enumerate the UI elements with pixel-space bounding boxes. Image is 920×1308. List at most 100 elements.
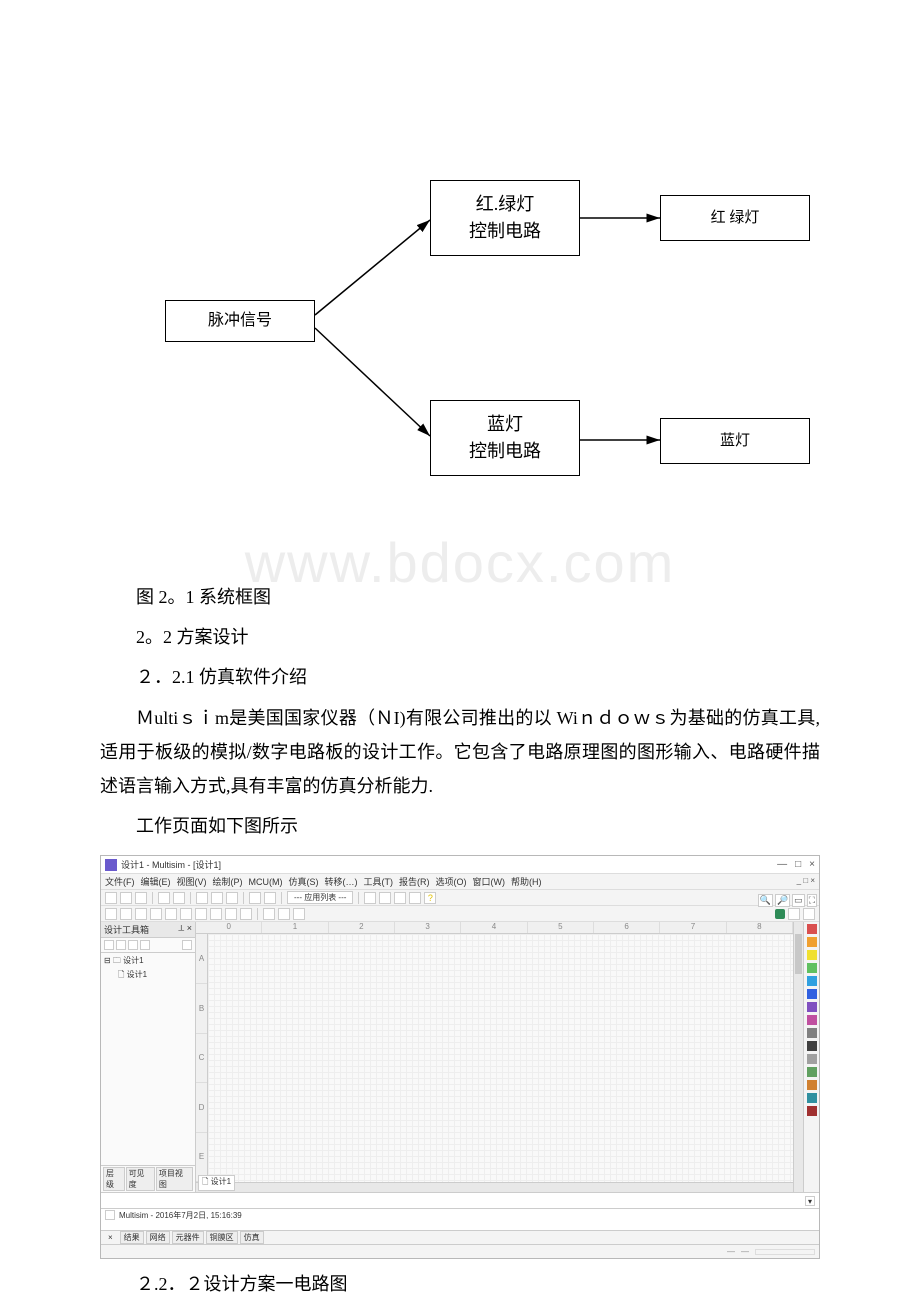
panel-tool-icon[interactable]	[140, 940, 150, 950]
sheet-tab[interactable]: 🗋 设计1	[198, 1175, 235, 1191]
menu-item[interactable]: 编辑(E)	[141, 877, 171, 887]
menu-item[interactable]: 绘制(P)	[213, 877, 243, 887]
menu-bar[interactable]: 文件(F) 编辑(E) 视图(V) 绘制(P) MCU(M) 仿真(S) 转移(…) 工具(T…	[101, 874, 819, 890]
print-icon[interactable]	[158, 892, 170, 904]
panel-tab[interactable]: 项目视图	[156, 1167, 193, 1191]
redo-icon[interactable]	[264, 892, 276, 904]
output-tab[interactable]: 元器件	[172, 1231, 204, 1244]
comp-icon[interactable]	[165, 908, 177, 920]
comp-icon[interactable]	[278, 908, 290, 920]
stop-icon[interactable]	[803, 908, 815, 920]
run-icon[interactable]	[775, 909, 785, 919]
instrument-icon[interactable]	[807, 937, 817, 947]
maximize-button[interactable]: □	[795, 859, 801, 870]
panel-tool-icon[interactable]	[104, 940, 114, 950]
undo-icon[interactable]	[249, 892, 261, 904]
comp-icon[interactable]	[120, 908, 132, 920]
panel-tabs[interactable]: 层级可见度项目视图	[101, 1165, 195, 1192]
zoom-out-icon[interactable]: 🔎	[775, 894, 790, 907]
toolbar-main[interactable]: --- 应用列表 --- ?	[101, 890, 819, 906]
panel-tool-icon[interactable]	[182, 940, 192, 950]
instrument-icon[interactable]	[807, 1106, 817, 1116]
zoom-full-icon[interactable]: ⛶	[807, 894, 817, 907]
comp-icon[interactable]	[135, 908, 147, 920]
new-icon[interactable]	[105, 892, 117, 904]
menu-item[interactable]: 选项(O)	[436, 877, 467, 887]
instrument-icon[interactable]	[807, 1093, 817, 1103]
output-tab[interactable]: 网络	[146, 1231, 170, 1244]
panel-pin-icon[interactable]: ⟂ ×	[178, 923, 192, 936]
instrument-icon[interactable]	[807, 963, 817, 973]
comp-icon[interactable]	[210, 908, 222, 920]
minimize-button[interactable]: —	[777, 859, 787, 870]
panel-tab[interactable]: 可见度	[126, 1167, 155, 1191]
zoom-fit-icon[interactable]: ▭	[792, 894, 805, 907]
comp-icon[interactable]	[180, 908, 192, 920]
multisim-screenshot: _ □ × 🔍 🔎 ▭ ⛶ 设计1 - Multisim - [设计1] — □…	[100, 855, 820, 1259]
instrument-icon[interactable]	[807, 1002, 817, 1012]
scroll-down-icon[interactable]: ▾	[805, 1196, 815, 1206]
output-tab[interactable]: 铜膜区	[206, 1231, 238, 1244]
vertical-scrollbar[interactable]	[793, 922, 803, 1192]
cut-icon[interactable]	[196, 892, 208, 904]
instrument-icon[interactable]	[807, 950, 817, 960]
menu-item[interactable]: 工具(T)	[364, 877, 394, 887]
panel-tool-icon[interactable]	[116, 940, 126, 950]
toolbar-combo[interactable]: --- 应用列表 ---	[287, 891, 353, 904]
instrument-icon[interactable]	[807, 989, 817, 999]
mdi-window-buttons[interactable]: _ □ ×	[797, 876, 815, 885]
tool-icon[interactable]	[379, 892, 391, 904]
panel-tab[interactable]: 层级	[103, 1167, 125, 1191]
menu-item[interactable]: 文件(F)	[105, 877, 135, 887]
output-tabs[interactable]: × 结果网络元器件铜膜区仿真	[101, 1230, 819, 1244]
comp-icon[interactable]	[225, 908, 237, 920]
tool-icon[interactable]	[394, 892, 406, 904]
menu-item[interactable]: 窗口(W)	[473, 877, 506, 887]
preview-icon[interactable]	[173, 892, 185, 904]
zoom-in-icon[interactable]: 🔍	[758, 894, 773, 907]
menu-item[interactable]: 视图(V)	[177, 877, 207, 887]
pause-icon[interactable]	[788, 908, 800, 920]
window-title: 设计1 - Multisim - [设计1]	[121, 858, 221, 871]
instrument-icon[interactable]	[807, 1054, 817, 1064]
horizontal-scrollbar[interactable]: 🗋 设计1	[196, 1182, 793, 1192]
copy-icon[interactable]	[211, 892, 223, 904]
tree-child[interactable]: 设计1	[127, 970, 147, 979]
instrument-icon[interactable]	[807, 1080, 817, 1090]
menu-item[interactable]: 转移(…)	[325, 877, 358, 887]
figure-caption: 图 2。1 系统框图	[100, 580, 820, 614]
tool-icon[interactable]	[409, 892, 421, 904]
comp-icon[interactable]	[150, 908, 162, 920]
tree-root[interactable]: 设计1	[123, 956, 143, 965]
instrument-icon[interactable]	[807, 1067, 817, 1077]
instrument-icon[interactable]	[807, 1041, 817, 1051]
panel-tool-icon[interactable]	[128, 940, 138, 950]
menu-item[interactable]: 报告(R)	[399, 877, 430, 887]
output-tab[interactable]: 结果	[120, 1231, 144, 1244]
close-button[interactable]: ×	[809, 859, 815, 870]
menu-item[interactable]: 帮助(H)	[511, 877, 542, 887]
menu-item[interactable]: 仿真(S)	[289, 877, 319, 887]
design-tree[interactable]: ⊟ 🗀 设计1 🗋 设计1	[101, 953, 195, 1165]
help-icon[interactable]: ?	[424, 892, 436, 904]
output-tab[interactable]: 仿真	[240, 1231, 264, 1244]
instruments-toolbar[interactable]	[803, 922, 819, 1192]
toolbar-components[interactable]	[101, 906, 819, 922]
paste-icon[interactable]	[226, 892, 238, 904]
open-icon[interactable]	[120, 892, 132, 904]
instrument-icon[interactable]	[807, 924, 817, 934]
comp-icon[interactable]	[293, 908, 305, 920]
save-icon[interactable]	[135, 892, 147, 904]
schematic-canvas[interactable]: 012345678 ABCDE 🗋 设计1	[196, 922, 803, 1192]
log-close-icon[interactable]	[105, 1210, 115, 1220]
tool-icon[interactable]	[364, 892, 376, 904]
menu-item[interactable]: MCU(M)	[249, 877, 283, 887]
instrument-icon[interactable]	[807, 1028, 817, 1038]
instrument-icon[interactable]	[807, 976, 817, 986]
instrument-icon[interactable]	[807, 1015, 817, 1025]
comp-icon[interactable]	[263, 908, 275, 920]
comp-icon[interactable]	[105, 908, 117, 920]
comp-icon[interactable]	[240, 908, 252, 920]
log-x-icon[interactable]: ×	[105, 1233, 116, 1242]
comp-icon[interactable]	[195, 908, 207, 920]
